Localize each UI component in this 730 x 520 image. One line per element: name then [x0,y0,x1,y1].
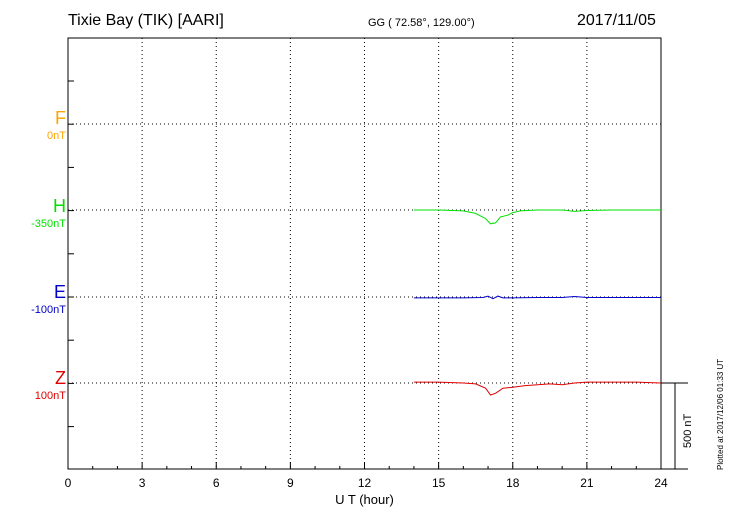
scale-bar-label: 500 nT [682,413,694,448]
x-axis-label: U T (hour) [335,492,394,507]
x-tick-label: 3 [139,476,146,490]
x-tick-label: 6 [213,476,220,490]
x-tick-label: 0 [65,476,72,490]
x-tick-label: 18 [506,476,520,490]
station-title: Tixie Bay (TIK) [AARI] [68,12,224,29]
x-tick-label: 12 [358,476,372,490]
trace-z [413,381,662,396]
component-name-f: F [55,108,66,128]
component-label-z: Z 100nT [6,368,66,402]
baseline-label-e: -100nT [31,304,66,316]
geographic-coordinates: GG ( 72.58°, 129.00°) [368,17,475,29]
x-tick-label: 24 [654,476,668,490]
plotted-timestamp: Plotted at 2017/12/06 01:33 UT [716,358,725,470]
plot-date: 2017/11/05 [577,12,656,29]
component-label-h: H -350nT [6,196,66,230]
trace-h [413,209,661,225]
x-tick-label: 15 [432,476,446,490]
x-tick-label: 21 [580,476,594,490]
component-name-e: E [53,282,66,302]
baseline-label-z: 100nT [34,390,66,402]
component-name-z: Z [55,368,66,388]
trace-e [413,295,661,300]
baseline-label-f: 0nT [47,130,66,142]
baseline-label-h: -350nT [31,218,66,230]
x-tick-label: 9 [287,476,294,490]
component-label-e: E -100nT [6,282,66,316]
component-label-f: F 0nT [6,108,66,142]
component-name-h: H [53,196,66,216]
